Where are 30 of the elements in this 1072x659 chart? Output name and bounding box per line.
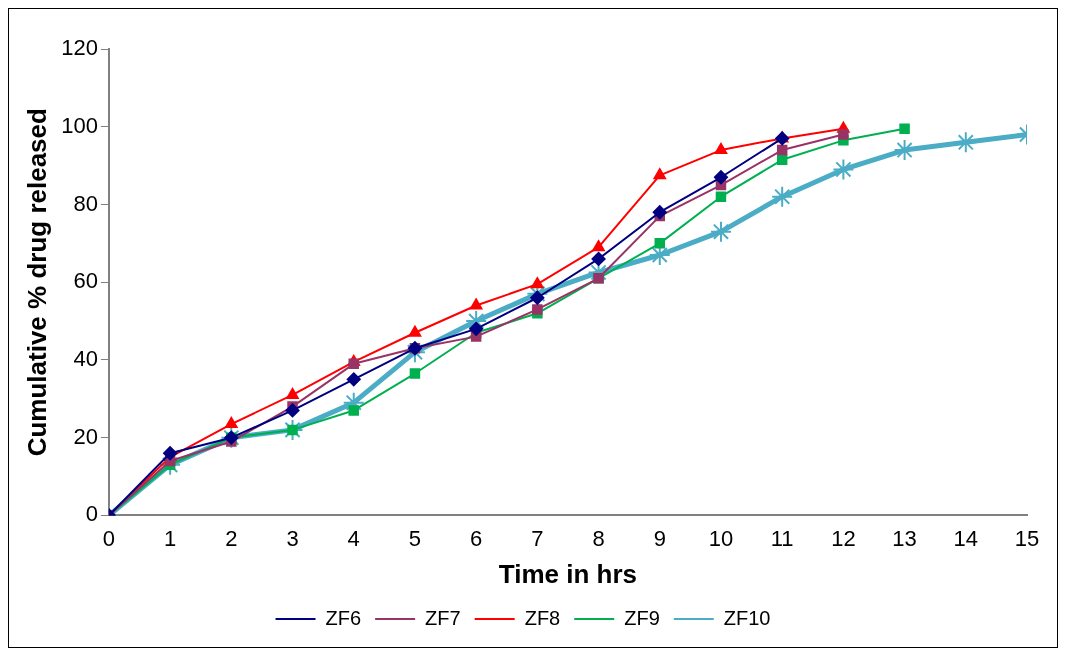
y-tick-label: 60 [73,268,98,294]
x-axis-title: Time in hrs [498,558,638,589]
legend-label: ZF8 [524,606,561,629]
legend-label: ZF7 [425,606,461,629]
x-tick-label: 9 [653,525,666,551]
x-tick-label: 10 [708,525,734,551]
y-tick-label: 100 [61,112,98,138]
x-tick-label: 11 [770,525,794,551]
y-tick-label: 40 [73,346,98,371]
x-tick-label: 13 [892,525,917,551]
legend-label: ZF10 [723,606,771,629]
legend-label: ZF6 [325,606,362,629]
x-tick-label: 8 [592,525,605,551]
y-tick-label: 80 [73,190,98,216]
x-tick-label: 2 [225,525,238,551]
x-tick-label: 7 [531,525,544,551]
y-tick-label: 20 [73,423,98,449]
x-tick-label: 1 [163,525,177,551]
x-tick-label: 3 [286,525,299,551]
y-tick-label: 0 [85,501,98,527]
x-tick-label: 12 [831,525,856,551]
y-axis-title: Cumulative % drug released [21,108,52,457]
x-tick-label: 0 [102,525,116,551]
x-tick-label: 4 [347,525,360,551]
x-tick-label: 6 [470,525,483,551]
x-tick-label: 15 [1014,525,1040,551]
y-tick-label: 120 [61,35,98,61]
x-tick-label: 5 [408,525,422,551]
legend-label: ZF9 [624,606,660,629]
x-tick-label: 14 [953,525,979,551]
